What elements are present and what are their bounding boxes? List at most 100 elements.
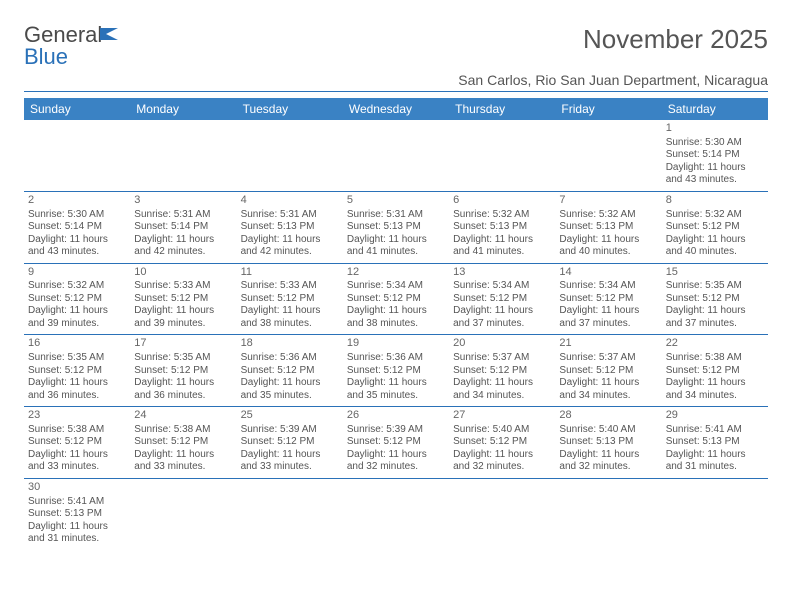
day-daylight2: and 41 minutes. xyxy=(347,246,445,259)
day-daylight2: and 42 minutes. xyxy=(241,246,339,259)
calendar-row: 16Sunrise: 5:35 AMSunset: 5:12 PMDayligh… xyxy=(24,335,768,407)
day-header: Thursday xyxy=(449,98,555,120)
calendar-row: 9Sunrise: 5:32 AMSunset: 5:12 PMDaylight… xyxy=(24,263,768,335)
day-number: 3 xyxy=(134,194,232,208)
day-info: Sunrise: 5:36 AMSunset: 5:12 PMDaylight:… xyxy=(347,352,445,402)
day-cell: 4Sunrise: 5:31 AMSunset: 5:13 PMDaylight… xyxy=(237,191,343,263)
day-cell: 21Sunrise: 5:37 AMSunset: 5:12 PMDayligh… xyxy=(555,335,661,407)
day-cell: 7Sunrise: 5:32 AMSunset: 5:13 PMDaylight… xyxy=(555,191,661,263)
day-sunrise: Sunrise: 5:37 AM xyxy=(453,352,551,365)
empty-cell xyxy=(555,478,661,549)
day-sunrise: Sunrise: 5:38 AM xyxy=(666,352,764,365)
day-daylight2: and 33 minutes. xyxy=(28,461,126,474)
day-header: Saturday xyxy=(662,98,768,120)
day-sunrise: Sunrise: 5:39 AM xyxy=(347,424,445,437)
subtitle: San Carlos, Rio San Juan Department, Nic… xyxy=(24,72,768,92)
day-daylight2: and 37 minutes. xyxy=(453,318,551,331)
day-cell: 1Sunrise: 5:30 AMSunset: 5:14 PMDaylight… xyxy=(662,120,768,191)
day-sunrise: Sunrise: 5:30 AM xyxy=(28,209,126,222)
day-info: Sunrise: 5:36 AMSunset: 5:12 PMDaylight:… xyxy=(241,352,339,402)
day-daylight2: and 40 minutes. xyxy=(559,246,657,259)
empty-cell xyxy=(662,478,768,549)
day-sunset: Sunset: 5:12 PM xyxy=(666,365,764,378)
day-sunrise: Sunrise: 5:34 AM xyxy=(453,280,551,293)
day-cell: 17Sunrise: 5:35 AMSunset: 5:12 PMDayligh… xyxy=(130,335,236,407)
day-number: 22 xyxy=(666,337,764,351)
day-sunset: Sunset: 5:12 PM xyxy=(453,293,551,306)
day-sunset: Sunset: 5:13 PM xyxy=(559,436,657,449)
day-number: 26 xyxy=(347,409,445,423)
day-sunrise: Sunrise: 5:32 AM xyxy=(559,209,657,222)
empty-cell xyxy=(24,120,130,191)
day-sunrise: Sunrise: 5:34 AM xyxy=(347,280,445,293)
day-daylight2: and 31 minutes. xyxy=(666,461,764,474)
day-sunset: Sunset: 5:12 PM xyxy=(666,221,764,234)
empty-cell xyxy=(449,478,555,549)
day-number: 21 xyxy=(559,337,657,351)
day-daylight2: and 37 minutes. xyxy=(559,318,657,331)
day-cell: 27Sunrise: 5:40 AMSunset: 5:12 PMDayligh… xyxy=(449,407,555,479)
day-sunset: Sunset: 5:13 PM xyxy=(28,508,126,521)
day-daylight1: Daylight: 11 hours xyxy=(559,377,657,390)
day-daylight1: Daylight: 11 hours xyxy=(666,305,764,318)
day-sunset: Sunset: 5:14 PM xyxy=(134,221,232,234)
day-cell: 24Sunrise: 5:38 AMSunset: 5:12 PMDayligh… xyxy=(130,407,236,479)
day-number: 5 xyxy=(347,194,445,208)
day-info: Sunrise: 5:41 AMSunset: 5:13 PMDaylight:… xyxy=(666,424,764,474)
day-daylight1: Daylight: 11 hours xyxy=(453,305,551,318)
day-daylight2: and 38 minutes. xyxy=(241,318,339,331)
day-sunset: Sunset: 5:12 PM xyxy=(453,365,551,378)
day-daylight2: and 43 minutes. xyxy=(666,174,764,187)
page-title: November 2025 xyxy=(583,24,768,55)
day-daylight1: Daylight: 11 hours xyxy=(559,449,657,462)
day-sunset: Sunset: 5:12 PM xyxy=(241,365,339,378)
day-sunrise: Sunrise: 5:30 AM xyxy=(666,137,764,150)
day-sunset: Sunset: 5:12 PM xyxy=(134,365,232,378)
day-sunrise: Sunrise: 5:34 AM xyxy=(559,280,657,293)
day-cell: 9Sunrise: 5:32 AMSunset: 5:12 PMDaylight… xyxy=(24,263,130,335)
day-daylight1: Daylight: 11 hours xyxy=(347,377,445,390)
day-daylight2: and 34 minutes. xyxy=(559,390,657,403)
page: GeneralBlue November 2025 San Carlos, Ri… xyxy=(0,0,792,550)
day-daylight2: and 43 minutes. xyxy=(28,246,126,259)
day-sunrise: Sunrise: 5:41 AM xyxy=(666,424,764,437)
day-header: Monday xyxy=(130,98,236,120)
empty-cell xyxy=(555,120,661,191)
day-sunset: Sunset: 5:12 PM xyxy=(666,293,764,306)
calendar-head: SundayMondayTuesdayWednesdayThursdayFrid… xyxy=(24,98,768,120)
day-info: Sunrise: 5:38 AMSunset: 5:12 PMDaylight:… xyxy=(134,424,232,474)
day-info: Sunrise: 5:32 AMSunset: 5:13 PMDaylight:… xyxy=(453,209,551,259)
day-info: Sunrise: 5:41 AMSunset: 5:13 PMDaylight:… xyxy=(28,496,126,546)
day-info: Sunrise: 5:37 AMSunset: 5:12 PMDaylight:… xyxy=(559,352,657,402)
empty-cell xyxy=(130,478,236,549)
day-info: Sunrise: 5:35 AMSunset: 5:12 PMDaylight:… xyxy=(134,352,232,402)
day-cell: 3Sunrise: 5:31 AMSunset: 5:14 PMDaylight… xyxy=(130,191,236,263)
day-daylight1: Daylight: 11 hours xyxy=(666,234,764,247)
day-info: Sunrise: 5:34 AMSunset: 5:12 PMDaylight:… xyxy=(453,280,551,330)
day-sunrise: Sunrise: 5:32 AM xyxy=(28,280,126,293)
day-cell: 6Sunrise: 5:32 AMSunset: 5:13 PMDaylight… xyxy=(449,191,555,263)
header: GeneralBlue November 2025 xyxy=(24,24,768,68)
day-header: Friday xyxy=(555,98,661,120)
day-sunset: Sunset: 5:13 PM xyxy=(347,221,445,234)
empty-cell xyxy=(343,478,449,549)
day-sunrise: Sunrise: 5:32 AM xyxy=(666,209,764,222)
day-number: 7 xyxy=(559,194,657,208)
day-info: Sunrise: 5:39 AMSunset: 5:12 PMDaylight:… xyxy=(241,424,339,474)
day-info: Sunrise: 5:40 AMSunset: 5:12 PMDaylight:… xyxy=(453,424,551,474)
day-header: Tuesday xyxy=(237,98,343,120)
day-info: Sunrise: 5:32 AMSunset: 5:12 PMDaylight:… xyxy=(28,280,126,330)
day-sunrise: Sunrise: 5:39 AM xyxy=(241,424,339,437)
calendar-row: 23Sunrise: 5:38 AMSunset: 5:12 PMDayligh… xyxy=(24,407,768,479)
day-daylight2: and 34 minutes. xyxy=(453,390,551,403)
day-daylight1: Daylight: 11 hours xyxy=(666,377,764,390)
day-number: 27 xyxy=(453,409,551,423)
day-sunset: Sunset: 5:12 PM xyxy=(241,436,339,449)
day-daylight2: and 32 minutes. xyxy=(453,461,551,474)
day-info: Sunrise: 5:33 AMSunset: 5:12 PMDaylight:… xyxy=(241,280,339,330)
day-number: 28 xyxy=(559,409,657,423)
day-number: 19 xyxy=(347,337,445,351)
day-number: 11 xyxy=(241,266,339,280)
day-number: 9 xyxy=(28,266,126,280)
logo-text: GeneralBlue xyxy=(24,24,122,68)
